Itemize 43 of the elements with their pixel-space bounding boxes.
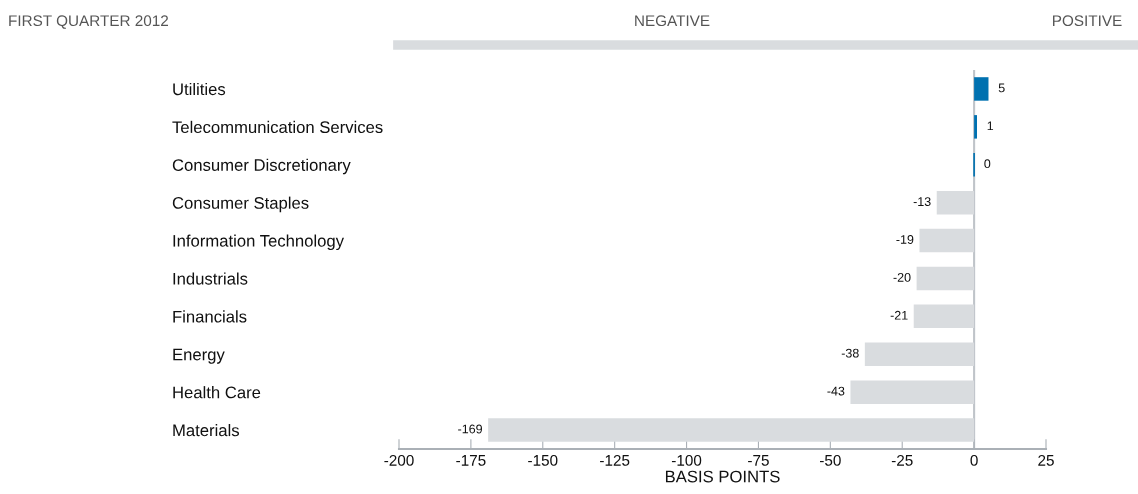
- y-tick-label: Industrials: [173, 272, 248, 285]
- text: NEGATIVE: [635, 15, 710, 27]
- y-tick-label: Consumer Staples: [172, 196, 309, 213]
- x-tick-label: -50: [819, 454, 841, 466]
- bar: [916, 266, 975, 291]
- bar: [974, 77, 989, 101]
- y-tick-label: Utilities: [173, 82, 226, 96]
- data-label: -19: [896, 235, 914, 244]
- x-tick-label: -75: [748, 455, 769, 466]
- data-label: -13: [913, 197, 931, 207]
- x-tick-label: -200: [384, 454, 414, 466]
- y-tick-label: Information Technology: [173, 234, 344, 251]
- y-tick-label: Energy: [173, 348, 225, 364]
- x-tick-label: 25: [1038, 454, 1054, 466]
- x-tick-label: -100: [671, 454, 702, 466]
- data-label: -20: [893, 272, 911, 282]
- data-label: -43: [827, 386, 845, 396]
- bar: [974, 115, 977, 139]
- bar: [488, 418, 975, 442]
- bar: [864, 342, 975, 366]
- y-tick-label: Consumer Discretionary: [172, 158, 351, 175]
- x-tick-label: -25: [891, 454, 913, 466]
- data-label: 0: [984, 159, 991, 169]
- y-tick-label: Materials: [173, 424, 240, 437]
- data-label: 1: [987, 121, 994, 131]
- x-tick-label: -175: [456, 455, 486, 466]
- bar: [850, 380, 975, 404]
- data-label: -21: [890, 310, 908, 320]
- x-tick-label: 0: [970, 454, 978, 466]
- data-label: 5: [998, 83, 1005, 93]
- y-tick-label: Telecommunication Services: [172, 120, 383, 134]
- y-tick-label: Financials: [173, 310, 247, 323]
- bar: [936, 190, 975, 215]
- text: POSITIVE: [1053, 15, 1122, 27]
- y-tick-label: Health Care: [173, 386, 261, 399]
- data-label: -38: [841, 348, 859, 358]
- bar: [919, 228, 975, 253]
- x-tick-label: -125: [600, 454, 630, 466]
- x-axis-title: BASIS POINTS: [665, 470, 780, 483]
- bar: [913, 304, 975, 329]
- data-label: -169: [458, 424, 482, 434]
- x-tick-label: -150: [528, 454, 558, 466]
- text: FIRST QUARTER 2012: [9, 15, 168, 29]
